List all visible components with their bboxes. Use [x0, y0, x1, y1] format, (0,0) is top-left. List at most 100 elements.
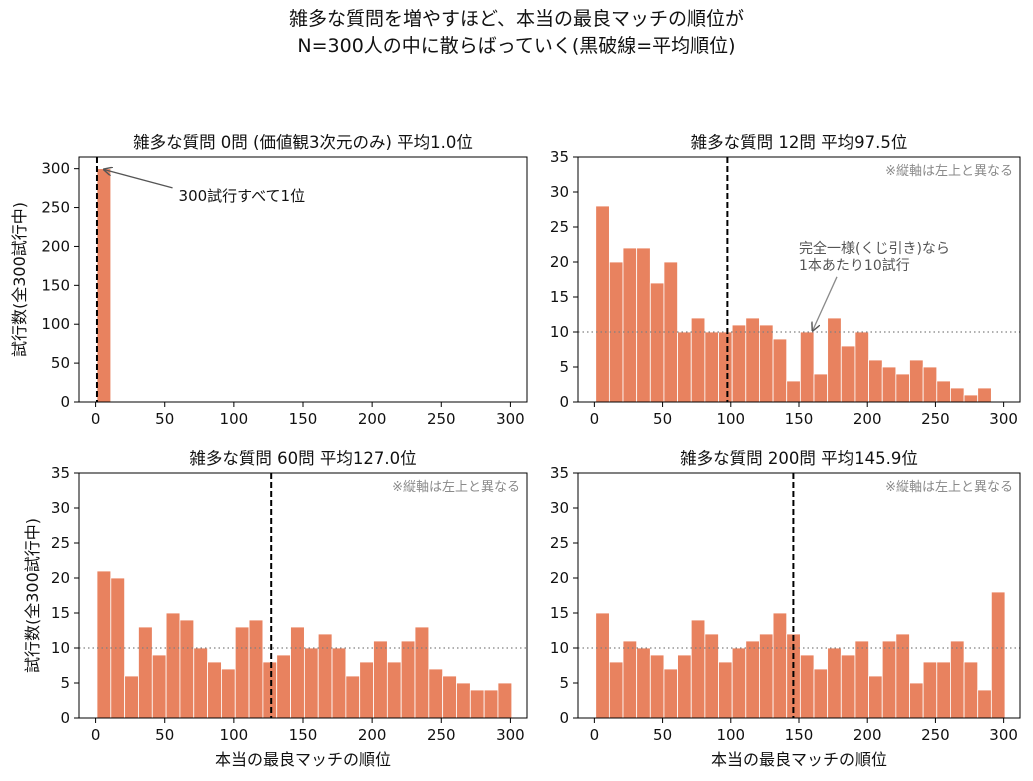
histogram-bar	[608, 661, 624, 719]
histogram-bar	[331, 647, 347, 719]
histogram-bar	[799, 331, 815, 403]
y-tick-label: 0	[559, 393, 569, 411]
histogram-bar	[827, 317, 842, 403]
histogram-bar	[290, 626, 305, 719]
x-tick-label: 200	[853, 726, 882, 744]
x-tick-label: 150	[289, 726, 318, 744]
x-tick-label: 300	[989, 726, 1018, 744]
x-tick-label: 300	[989, 410, 1018, 428]
y-tick-label: 15	[51, 604, 70, 622]
y-tick-label: 200	[41, 237, 70, 255]
chart-title: 雑多な質問 60問 平均127.0位	[189, 449, 416, 468]
histogram-bar	[234, 626, 250, 719]
histogram-bar	[248, 619, 264, 719]
axis-note: ※縦軸は左上と異なる	[885, 164, 1013, 179]
y-tick-label: 20	[51, 569, 70, 587]
histogram-bar	[977, 387, 992, 403]
chart-panel-3: 0 50 100 150 200 250 300 0 5 10 15 20 25 30 35 雑多な質問 60…	[23, 449, 528, 769]
annotation-line: 完全一様(くじ引き)なら	[799, 240, 950, 257]
y-tick-label: 25	[550, 218, 569, 236]
histogram-bar	[649, 654, 665, 719]
histogram-bar	[895, 373, 910, 403]
histogram-bar	[373, 640, 388, 719]
x-tick-label: 0	[590, 726, 600, 744]
histogram-bar	[414, 626, 430, 719]
histogram-bar	[317, 633, 333, 719]
histogram-bar	[936, 661, 951, 719]
x-tick-label: 0	[91, 726, 101, 744]
histogram-bar	[840, 345, 856, 403]
x-axis-label: 本当の最良マッチの順位	[215, 750, 391, 769]
histogram-bar	[990, 591, 1006, 719]
histogram-bar	[704, 331, 719, 403]
histogram-bar	[759, 324, 774, 403]
histogram-bar	[799, 654, 815, 719]
histogram-bar	[718, 331, 733, 403]
histogram-bar	[718, 661, 733, 719]
histogram-bar	[854, 640, 869, 719]
y-tick-label: 15	[550, 288, 569, 306]
x-tick-label: 150	[289, 410, 318, 428]
histogram-bar	[96, 168, 112, 403]
chart-panel-4: 0 50 100 150 200 250 300 0 5 10 15 20 25 30 35 雑多な質問 20…	[550, 449, 1021, 769]
histogram-bar	[813, 668, 829, 719]
histogram-bar	[731, 647, 747, 719]
y-tick-label: 35	[550, 464, 569, 482]
y-tick-label: 0	[60, 393, 70, 411]
histogram-bar	[909, 682, 924, 719]
x-tick-label: 100	[220, 726, 249, 744]
histogram-bar	[303, 647, 319, 719]
histogram-bar	[124, 675, 139, 719]
annotation-text: 300試行すべて1位	[179, 187, 306, 205]
histogram-bar	[608, 261, 624, 403]
histogram-bar	[442, 675, 457, 719]
histogram-bar	[595, 612, 610, 719]
histogram-bar	[400, 640, 416, 719]
histogram-bar	[677, 331, 692, 403]
x-tick-label: 50	[653, 410, 672, 428]
histogram-bar	[649, 282, 665, 403]
histogram-bar	[483, 689, 499, 719]
x-tick-label: 150	[785, 410, 814, 428]
histogram-bar	[622, 247, 638, 403]
y-tick-label: 10	[51, 639, 70, 657]
y-tick-label: 5	[60, 674, 70, 692]
y-tick-label: 30	[51, 499, 70, 517]
y-tick-label: 10	[550, 323, 569, 341]
histogram-bar	[772, 338, 788, 403]
histogram-bar	[881, 640, 897, 719]
x-tick-label: 300	[496, 726, 525, 744]
histogram-bar	[663, 261, 678, 403]
y-tick-label: 30	[550, 499, 569, 517]
y-axis-label: 試行数(全300試行中)	[10, 202, 29, 357]
chart-title: 雑多な質問 0問 (価値観3次元のみ) 平均1.0位	[133, 133, 473, 152]
histogram-bar	[110, 577, 126, 719]
histogram-bar	[950, 387, 965, 403]
histogram-bar	[165, 612, 181, 719]
histogram-bar	[262, 661, 278, 719]
annotation-text: 完全一様(くじ引き)なら 1本あたり10試行	[799, 240, 950, 274]
histogram-bar	[595, 205, 610, 403]
figure-title-line-2: N=300人の中に散らばっていく(黒破線=平均順位)	[297, 35, 736, 57]
y-tick-label: 25	[550, 534, 569, 552]
histogram-bar	[386, 661, 402, 719]
x-tick-label: 250	[427, 410, 456, 428]
y-tick-label: 35	[550, 148, 569, 166]
histogram-bar	[193, 647, 208, 719]
histogram-bar	[456, 682, 471, 719]
histogram-bar	[936, 380, 951, 403]
y-tick-label: 10	[550, 639, 569, 657]
y-tick-label: 25	[51, 534, 70, 552]
histogram-bar	[151, 654, 167, 719]
y-tick-label: 0	[559, 709, 569, 727]
y-tick-label: 5	[559, 358, 569, 376]
histogram-bar	[731, 324, 747, 403]
bars	[595, 591, 1006, 719]
chart-panel-2: 0 50 100 150 200 250 300 0 5 10 15 20 25 30 35 雑多な質問 12…	[550, 133, 1021, 428]
histogram-bar	[138, 626, 153, 719]
histogram-bar	[497, 682, 513, 719]
axis-note: ※縦軸は左上と異なる	[392, 480, 520, 495]
x-tick-label: 200	[358, 410, 387, 428]
